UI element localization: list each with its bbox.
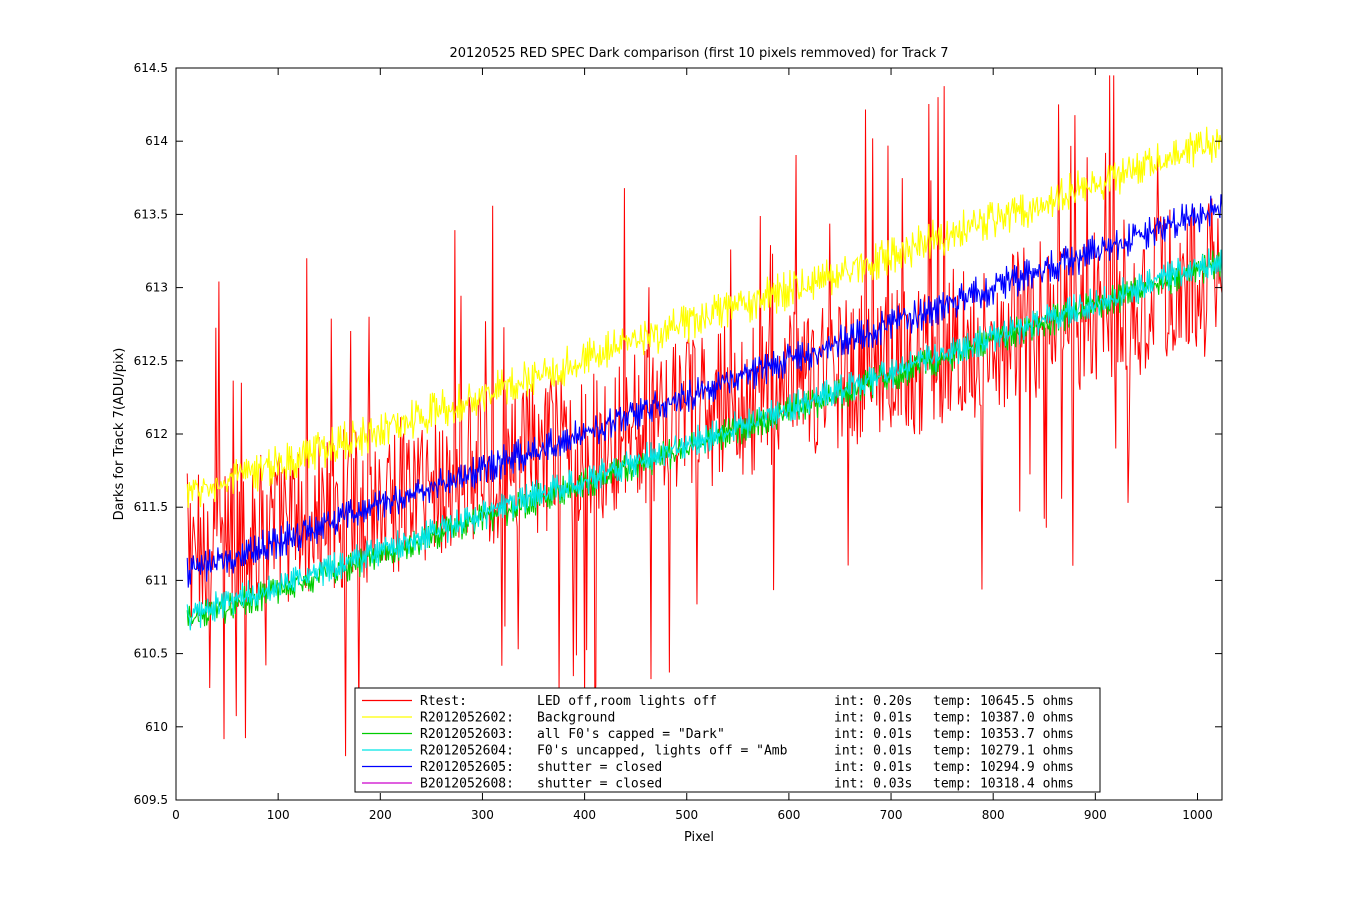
legend-series-name: Rtest: <box>420 694 467 709</box>
legend-series-int: int: 0.01s <box>834 711 912 726</box>
legend-series-desc: shutter = closed <box>537 760 662 775</box>
legend-series-int: int: 0.01s <box>834 760 912 775</box>
legend-series-temp: temp: 10318.4 ohms <box>933 777 1074 792</box>
x-tick-label: 200 <box>369 808 392 822</box>
y-axis-label: Darks for Track 7(ADU/pix) <box>112 348 127 521</box>
legend-series-desc: Background <box>537 711 615 726</box>
series-line <box>186 75 1223 757</box>
legend-series-temp: temp: 10645.5 ohms <box>933 694 1074 709</box>
x-tick-label: 0 <box>172 808 180 822</box>
legend-series-int: int: 0.20s <box>834 694 912 709</box>
legend-series-int: int: 0.01s <box>834 744 912 759</box>
legend-series-temp: temp: 10294.9 ohms <box>933 760 1074 775</box>
y-tick-label: 614 <box>145 134 168 148</box>
y-tick-label: 612 <box>145 427 168 441</box>
x-axis-label: Pixel <box>684 830 714 845</box>
plot-area <box>176 68 1222 800</box>
legend-series-desc: shutter = closed <box>537 777 662 792</box>
series-line <box>186 194 1223 588</box>
x-tick-label: 400 <box>573 808 596 822</box>
x-tick-label: 700 <box>880 808 903 822</box>
y-tick-label: 610 <box>145 720 168 734</box>
legend-box <box>354 687 1101 793</box>
legend-series-desc: LED off,room lights off <box>537 694 717 709</box>
legend-series-name: B2012052608: <box>420 777 514 792</box>
legend-series-temp: temp: 10387.0 ohms <box>933 711 1074 726</box>
legend-series-desc: F0's uncapped, lights off = "Amb <box>537 744 788 759</box>
y-tick-label: 611.5 <box>134 500 168 514</box>
legend-series-name: R2012052603: <box>420 727 514 742</box>
legend-series-name: R2012052602: <box>420 711 514 726</box>
y-tick-label: 611 <box>145 573 168 587</box>
y-tick-label: 613.5 <box>134 207 168 221</box>
series-line <box>186 248 1223 631</box>
legend-series-int: int: 0.03s <box>834 777 912 792</box>
y-tick-label: 613 <box>145 281 168 295</box>
x-tick-label: 1000 <box>1182 808 1213 822</box>
y-tick-label: 610.5 <box>134 647 168 661</box>
chart-title: 20120525 RED SPEC Dark comparison (first… <box>449 46 948 61</box>
y-tick-label: 612.5 <box>134 354 168 368</box>
series-line <box>186 126 1223 508</box>
y-tick-label: 609.5 <box>134 793 168 807</box>
y-axis-ticks: 609.5 610 610.5 611 611.5 612 612.5 613 613.5 614… <box>134 61 1222 807</box>
x-tick-label: 500 <box>675 808 698 822</box>
x-tick-label: 300 <box>471 808 494 822</box>
x-axis-ticks: 0 100 200 300 400 500 600 700 800 900 1000 <box>172 68 1213 822</box>
y-tick-label: 614.5 <box>134 61 168 75</box>
legend: Rtest: LED off,room lights off int: 0.20s t… <box>354 687 1101 793</box>
legend-series-int: int: 0.01s <box>834 727 912 742</box>
legend-series-name: R2012052605: <box>420 760 514 775</box>
legend-series-temp: temp: 10279.1 ohms <box>933 744 1074 759</box>
legend-series-desc: all F0's capped = "Dark" <box>537 727 725 742</box>
legend-series-temp: temp: 10353.7 ohms <box>933 727 1074 742</box>
legend-series-name: R2012052604: <box>420 744 514 759</box>
x-tick-label: 800 <box>982 808 1005 822</box>
x-tick-label: 100 <box>267 808 290 822</box>
series-layer <box>186 75 1223 757</box>
x-tick-label: 900 <box>1084 808 1107 822</box>
x-tick-label: 600 <box>777 808 800 822</box>
